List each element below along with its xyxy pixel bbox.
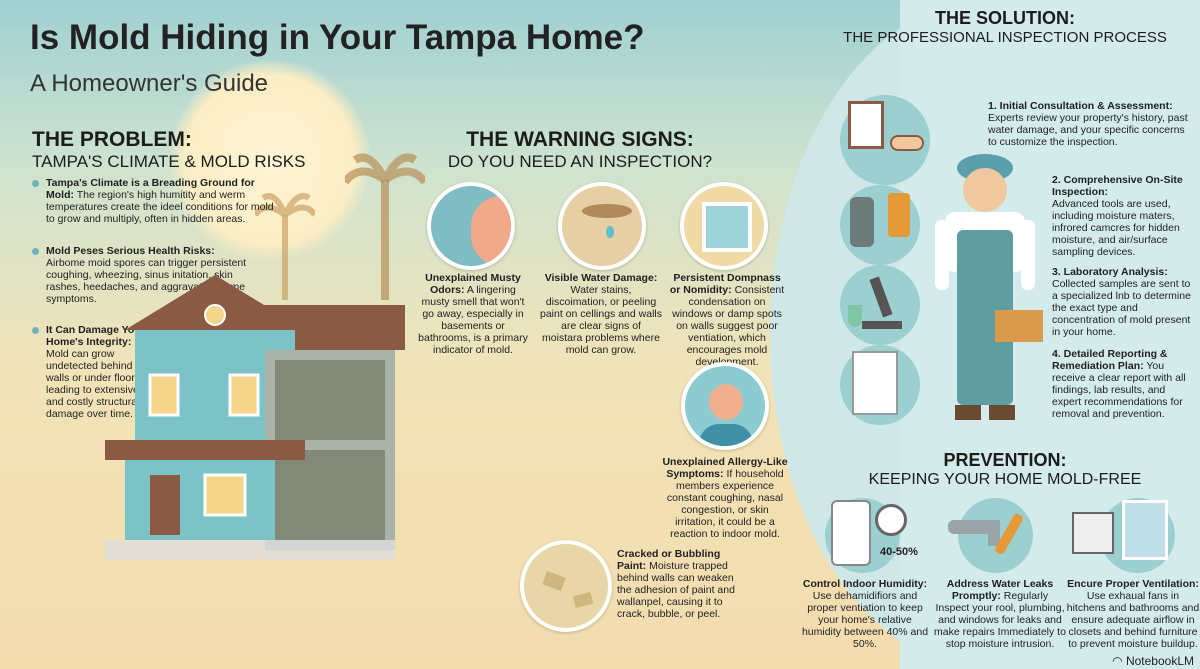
page-subtitle: A Homeowner's Guide: [30, 70, 269, 97]
warning-item: Visible Water Damage: Water stains, disc…: [540, 272, 662, 356]
item-title: Address Water Leaks Promptly:: [946, 578, 1054, 602]
warning-item: Cracked or Bubbling Paint: Moisture trap…: [617, 548, 747, 620]
solution-step: 1. Initial Consultation & Assessment: Exp…: [988, 100, 1196, 148]
step-text: Collected samples are sent to a speciali…: [1052, 278, 1191, 338]
step-text: Advanced tools are used, including moist…: [1052, 198, 1180, 258]
item-text: Use dehamidifiors and proper ventiation …: [801, 590, 929, 650]
item-text: Consistent condensation on windows or da…: [672, 284, 785, 368]
warning-item: Unexplained Musty Odors: A lingering mus…: [418, 272, 528, 356]
step-text: Experts review your property's history, …: [988, 112, 1188, 148]
item-text: If household members experience constant…: [666, 468, 784, 540]
item-title: Cracked or Bubbling Paint:: [617, 548, 721, 572]
page-title: Is Mold Hiding in Your Tampa Home?: [30, 18, 645, 57]
coughing-person-icon: [681, 362, 769, 450]
notebooklm-icon: ◠: [1112, 654, 1126, 668]
solution-step: 2. Comprehensive On-Site Inspection: Adva…: [1052, 174, 1196, 258]
step-title: 4. Detailed Reporting & Remediation Plan…: [1052, 348, 1168, 372]
item-title: Unexplained Allergy-Like Symptoms:: [662, 456, 788, 480]
exhaust-fan-window-icon: [1072, 498, 1175, 573]
item-title: Persistent Dompnass or Nomidity:: [669, 272, 781, 296]
prevention-section-header: PREVENTION: KEEPING YOUR HOME MOLD-FREE: [830, 450, 1180, 489]
notebooklm-logo: ◠ NotebookLM: [1112, 654, 1194, 668]
item-text: Mold can grow undetected behind walls or…: [46, 348, 143, 420]
clipboard-handshake-icon: [840, 95, 930, 185]
moldy-house-illustration: [105, 275, 405, 560]
warning-heading: THE WARNING SIGNS:: [466, 128, 694, 151]
item-text: Water stains, discoimation, or peeling p…: [540, 284, 662, 356]
problem-item: It Can Damage Your Home's Integrity: Mold…: [32, 324, 147, 420]
step-text: You receive a clear report with all find…: [1052, 360, 1186, 420]
report-icon: [840, 345, 920, 425]
solution-heading: THE SOLUTION:: [935, 8, 1075, 28]
problem-heading: THE PROBLEM:: [32, 128, 192, 151]
solution-step: 3. Laboratory Analysis: Collected samples…: [1052, 266, 1196, 338]
prevention-heading: PREVENTION:: [943, 450, 1067, 470]
water-stain-icon: [558, 182, 646, 270]
palm-tree-illustration: [255, 193, 315, 300]
warning-section-header: THE WARNING SIGNS: DO YOU NEED AN INSPEC…: [440, 128, 720, 172]
prevention-item: Address Water Leaks Promptly: Regularly …: [934, 578, 1066, 650]
dehumidifier-icon: [825, 498, 907, 573]
palm-tree-illustration: [345, 153, 425, 300]
item-title: It Can Damage Your Home's Integrity:: [46, 324, 145, 348]
item-title: Unexplained Musty Odors:: [425, 272, 521, 296]
sun: [170, 60, 370, 260]
step-title: 1. Initial Consultation & Assessment:: [988, 100, 1173, 112]
item-text: Use exhaual fans in hitchens and bathroo…: [1066, 590, 1200, 650]
nose-icon: [427, 182, 515, 270]
warning-item: Unexplained Allergy-Like Symptoms: If ho…: [660, 456, 790, 540]
item-text: The region's high humitity and werm temp…: [46, 189, 274, 225]
bullet-icon: [32, 180, 39, 187]
bullet-icon: [32, 327, 39, 334]
brand-name: NotebookLM: [1125, 654, 1194, 668]
solution-step: 4. Detailed Reporting & Remediation Plan…: [1052, 348, 1196, 420]
item-title: Tampa's Climate is a Breading Ground for…: [46, 177, 255, 201]
warning-subheading: DO YOU NEED AN INSPECTION?: [447, 152, 713, 171]
moisture-meter-icon: [840, 185, 920, 265]
prevention-subheading: KEEPING YOUR HOME MOLD-FREE: [868, 471, 1142, 488]
problem-item: Tampa's Climate is a Breading Ground for…: [32, 177, 282, 225]
step-title: 2. Comprehensive On-Site Inspection:: [1052, 174, 1183, 198]
step-title: 3. Laboratory Analysis:: [1052, 266, 1168, 278]
warning-item: Persistent Dompnass or Nomidity: Consist…: [668, 272, 786, 368]
cracked-paint-icon: [520, 540, 612, 632]
solution-subheading: THE PROFESSIONAL INSPECTION PROCESS: [843, 29, 1167, 46]
faucet-wrench-icon: [948, 498, 1033, 573]
prevention-item: Control Indoor Humidity: Use dehamidifior…: [798, 578, 932, 650]
item-text: Moisture trapped behind walls can weaken…: [617, 560, 735, 620]
bullet-icon: [32, 248, 39, 255]
item-title: Visible Water Damage:: [544, 272, 658, 284]
item-text: Regularly Inspect your rool, plumbing, a…: [934, 590, 1066, 650]
item-title: Encure Proper Ventilation:: [1067, 578, 1199, 590]
prevention-item: Encure Proper Ventilation: Use exhaual fa…: [1066, 578, 1200, 650]
item-text: Airbome moid spores can trigger persiste…: [46, 257, 247, 305]
item-text: A lingering musty smell that won't go aw…: [418, 284, 528, 356]
inspector-worker-illustration: [935, 154, 1043, 420]
microscope-icon: [840, 265, 920, 345]
problem-subheading: TAMPA'S CLIMATE & MOLD RISKS: [32, 152, 306, 171]
humidity-gauge-label: 40-50%: [880, 546, 918, 558]
problem-item: Mold Peses Serious Health Risks: Airbome …: [32, 245, 267, 305]
item-title: Control Indoor Humidity:: [802, 578, 928, 590]
problem-section-header: THE PROBLEM: TAMPA'S CLIMATE & MOLD RISK…: [32, 128, 305, 172]
item-title: Mold Peses Serious Health Risks:: [46, 245, 215, 257]
solution-section-header: THE SOLUTION: THE PROFESSIONAL INSPECTIO…: [830, 8, 1180, 46]
condensation-window-icon: [680, 182, 768, 270]
